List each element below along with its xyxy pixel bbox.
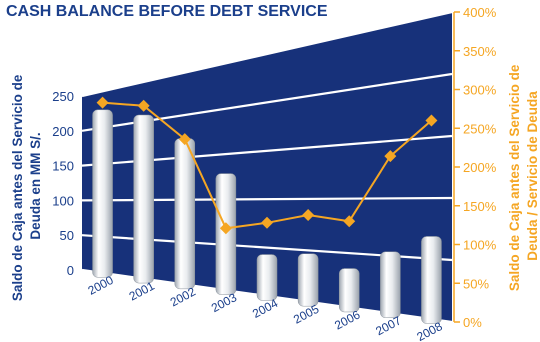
bar-2001	[133, 114, 154, 284]
ratio-point-2007	[384, 150, 397, 163]
left-axis-tick-label: 200	[52, 124, 74, 139]
left-axis-tick-label: 250	[52, 89, 74, 104]
bars	[92, 109, 442, 324]
right-axis-tick-label: 100%	[463, 238, 497, 253]
left-axis-ticks: 0 50 100 150 200 250	[52, 89, 74, 278]
right-axis-tick-label: 350%	[463, 44, 497, 59]
left-axis-label-line-2: Deuda en MM S/.	[28, 132, 43, 239]
bar-2005	[297, 253, 319, 307]
left-axis-tick-label: 150	[52, 159, 74, 174]
ratio-point-2002	[178, 133, 191, 146]
x-tick-label: 2007	[373, 313, 403, 338]
right-axis-tick-label: 200%	[463, 160, 497, 175]
bar-2000	[92, 109, 113, 278]
bar-2007	[380, 251, 401, 318]
left-axis-label-line-1: Saldo de Caja antes del Servicio de	[10, 74, 25, 301]
bar-2008	[421, 236, 442, 324]
bar-2002	[174, 138, 196, 290]
right-axis-tick-label: 250%	[463, 121, 497, 136]
ratio-point-2008	[425, 114, 438, 127]
x-tick-label: 2002	[168, 284, 198, 309]
x-tick-label: 2000	[86, 273, 116, 298]
ratio-point-2006	[343, 215, 356, 228]
right-axis: 0% 50% 100% 150% 200% 250% 300% 350% 400%	[453, 5, 497, 330]
gridline	[81, 10, 453, 98]
ratio-point-2003	[219, 222, 232, 235]
right-axis-tick-label: 50%	[463, 276, 489, 291]
bar-2004	[256, 254, 278, 301]
ratio-point-2001	[137, 99, 150, 112]
ratio-line	[96, 96, 438, 235]
chart-title: CASH BALANCE BEFORE DEBT SERVICE	[6, 3, 328, 20]
left-axis-label: Saldo de Caja antes del Servicio de Deud…	[10, 71, 43, 301]
plot-background	[82, 12, 452, 322]
left-axis-tick-label: 100	[52, 193, 74, 208]
right-axis-label-line-1: Saldo de Caja antes del Servicio de	[507, 64, 522, 291]
x-tick-label: 2005	[291, 302, 321, 327]
ratio-point-2004	[261, 216, 273, 229]
x-tick-label: 2001	[127, 279, 157, 304]
right-axis-label: Saldo de Caja antes del Servicio de Deud…	[507, 61, 540, 291]
left-axis-tick-label: 0	[67, 263, 74, 278]
right-axis-label-line-2: Deuda / Servicio de Deuda	[525, 91, 540, 261]
right-axis-tick-label: 400%	[463, 5, 497, 20]
x-tick-label: 2006	[332, 307, 362, 332]
bar-2006	[338, 268, 360, 313]
right-axis-tick-label: 300%	[463, 83, 497, 98]
x-tick-label: 2003	[209, 290, 239, 315]
right-axis-tick-label: 0%	[463, 315, 482, 330]
x-tick-label: 2004	[250, 296, 280, 321]
right-axis-tick-label: 150%	[463, 199, 497, 214]
left-axis-tick-label: 50	[60, 228, 74, 243]
ratio-point-2000	[96, 96, 109, 109]
ratio-point-2005	[302, 209, 315, 222]
